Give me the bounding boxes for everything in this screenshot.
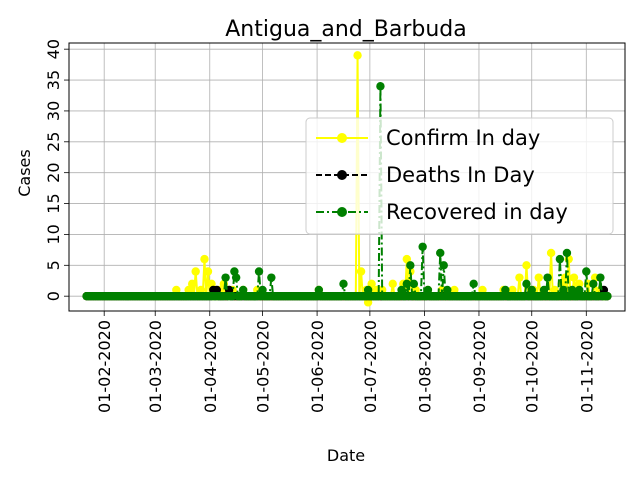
axes: 01-02-2020 01-03-2020 01-04-2020 01-05-2020… (44, 39, 626, 413)
x-tick-label: 01-03-2020 (146, 320, 165, 413)
y-tick-label: 40 (44, 39, 63, 59)
data-point (187, 279, 197, 289)
data-point (409, 279, 419, 289)
x-tick-label: 01-08-2020 (415, 320, 434, 413)
x-tick-label: 01-09-2020 (470, 320, 489, 413)
y-tick-label: 5 (44, 260, 63, 270)
y-axis-label: Cases (15, 149, 34, 197)
data-point (376, 82, 385, 91)
data-point (575, 279, 584, 289)
legend-marker (337, 170, 347, 180)
x-tick-label: 01-11-2020 (577, 320, 596, 413)
data-point (603, 291, 612, 301)
y-tick-label: 35 (44, 70, 63, 90)
axes-frame (68, 42, 626, 312)
data-point (515, 273, 524, 282)
data-point (522, 279, 531, 289)
x-axis-label: Date (327, 446, 365, 465)
series-layer (82, 51, 612, 307)
data-point (418, 242, 427, 251)
legend-entry: Deaths In Day (386, 163, 535, 187)
data-point (555, 254, 565, 264)
data-point (522, 261, 531, 270)
legend-entry: Confirm In day (386, 126, 540, 150)
data-point (203, 267, 213, 276)
data-point (339, 279, 348, 289)
y-tick-label: 20 (44, 162, 63, 182)
legend-marker (337, 207, 347, 217)
y-tick-label: 30 (44, 101, 63, 121)
data-point (543, 273, 552, 282)
data-point (254, 267, 264, 276)
series-2 (82, 82, 612, 301)
data-point (589, 279, 598, 289)
data-point (596, 273, 605, 282)
data-point (534, 273, 543, 282)
x-tick-label: 01-06-2020 (308, 320, 327, 413)
data-point (402, 279, 412, 289)
x-tick-label: 01-04-2020 (201, 320, 220, 413)
data-point (562, 248, 572, 258)
y-tick-label: 10 (44, 224, 63, 244)
legend: Confirm In day Deaths In Day Recovered in … (305, 117, 614, 235)
chart-title: Antigua_and_Barbuda (225, 17, 466, 42)
data-point (388, 279, 397, 289)
data-point (356, 267, 366, 276)
data-point (367, 279, 376, 289)
data-point (469, 279, 478, 289)
data-point (231, 273, 241, 282)
data-point (406, 261, 415, 270)
data-point (221, 273, 230, 282)
y-tick-label: 0 (44, 291, 63, 301)
x-tick-label: 01-02-2020 (95, 320, 114, 413)
data-point (436, 248, 445, 258)
data-point (191, 267, 200, 276)
data-point (200, 254, 209, 264)
x-tick-label: 01-10-2020 (523, 320, 542, 413)
data-point (353, 51, 362, 60)
legend-marker (337, 133, 347, 143)
y-tick-label: 15 (44, 193, 63, 213)
data-point (439, 261, 448, 270)
legend-entry: Recovered in day (386, 200, 568, 224)
data-point (402, 254, 412, 264)
x-tick-label: 01-07-2020 (361, 320, 380, 413)
data-point (546, 248, 556, 258)
y-tick-label: 25 (44, 132, 63, 152)
data-point (569, 273, 579, 282)
x-tick-label: 01-05-2020 (254, 320, 273, 413)
legend-box (305, 117, 614, 235)
data-point (582, 267, 591, 276)
data-point (267, 273, 276, 282)
